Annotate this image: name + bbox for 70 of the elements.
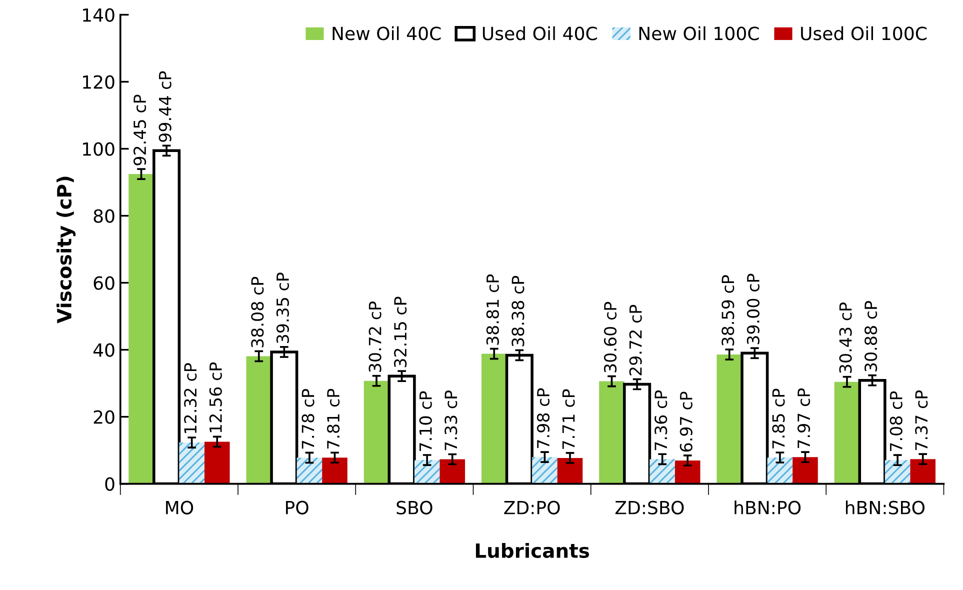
bar (204, 442, 230, 484)
bar (364, 380, 390, 484)
bar (532, 457, 558, 484)
x-tick-label: hBN:PO (734, 500, 801, 514)
data-label: 30.72 cP (368, 302, 382, 372)
bar (440, 459, 466, 484)
data-label: 38.08 cP (251, 276, 264, 348)
bar (296, 458, 322, 484)
legend-label: Used Oil 40C (482, 26, 597, 40)
y-tick-label: 20 (94, 410, 114, 424)
bar (322, 458, 348, 484)
bar (910, 459, 936, 484)
data-label: 12.32 cP (184, 363, 197, 433)
y-tick-label: 60 (94, 276, 114, 290)
y-tick-label: 40 (93, 343, 114, 357)
data-label: 32.15 cP (394, 296, 407, 368)
bar (792, 457, 818, 484)
bar (557, 458, 583, 484)
bar (128, 174, 154, 484)
data-label: 7.81 cP (326, 388, 340, 449)
data-label: 30.88 cP (864, 300, 878, 372)
y-axis-title: Viscosity (cP) (56, 176, 76, 324)
x-tick-label: PO (286, 500, 308, 514)
data-label: 7.10 cP (419, 391, 432, 451)
bar (716, 354, 742, 484)
data-label: 38.59 cP (722, 275, 734, 346)
data-label: 7.78 cP (302, 388, 314, 449)
data-label: 29.72 cP (629, 304, 642, 376)
data-label: 7.33 cP (444, 390, 458, 450)
data-label: 38.81 cP (486, 274, 499, 345)
bar (674, 460, 700, 484)
data-label: 30.43 cP (839, 302, 852, 373)
bar (414, 460, 440, 484)
legend-label: New Oil 40C (332, 26, 441, 40)
data-label: 39.00 cP (746, 274, 760, 344)
legend-label: Used Oil 100C (801, 26, 927, 40)
data-label: 92.45 cP (133, 94, 146, 166)
y-tick-label: 100 (83, 142, 114, 156)
data-label: 7.36 cP (654, 390, 668, 450)
data-label: 39.35 cP (276, 272, 289, 343)
data-label: 99.44 cP (158, 71, 172, 142)
data-label: 7.85 cP (772, 388, 785, 448)
y-tick-label: 120 (83, 75, 114, 89)
data-label: 12.56 cP (209, 362, 222, 432)
x-axis-title: Lubricants (476, 542, 590, 558)
y-tick-label: 140 (83, 8, 114, 22)
bar (650, 459, 675, 484)
bar (179, 442, 204, 484)
bar (599, 381, 624, 484)
data-label: 7.71 cP (562, 389, 575, 449)
data-label: 7.37 cP (915, 390, 928, 450)
data-label: 7.08 cP (890, 391, 902, 452)
bar (834, 382, 860, 484)
x-tick-label: MO (166, 500, 194, 514)
data-label: 6.97 cP (680, 392, 692, 452)
y-tick-label: 80 (94, 209, 114, 223)
bar (884, 460, 910, 484)
x-tick-label: SBO (396, 500, 432, 514)
data-label: 7.97 cP (797, 388, 810, 448)
x-tick-label: ZD:PO (504, 500, 560, 514)
data-label: 38.38 cP (512, 276, 524, 346)
data-label: 7.98 cP (536, 388, 550, 448)
legend-label: New Oil 100C (639, 26, 759, 40)
bar (246, 356, 272, 484)
bar (481, 354, 507, 484)
y-tick-label: 0 (105, 477, 114, 491)
data-label: 30.60 cP (604, 302, 617, 372)
x-tick-label: hBN:SBO (846, 500, 924, 514)
bar (767, 458, 793, 484)
x-tick-label: ZD:SBO (615, 500, 684, 514)
